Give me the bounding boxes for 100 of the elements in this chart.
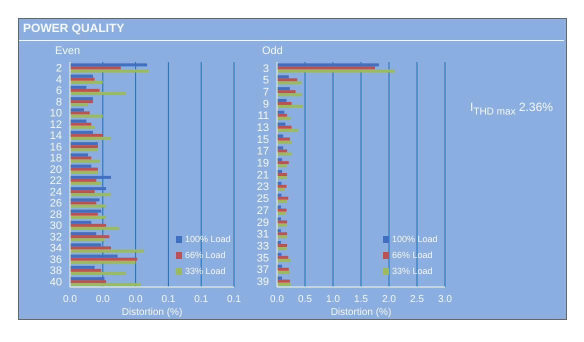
bar (70, 182, 102, 185)
bar (277, 98, 287, 102)
y-tick-label: 31 (256, 228, 269, 241)
bar (70, 164, 92, 168)
bar (70, 224, 106, 227)
bar (70, 108, 84, 112)
bar (70, 258, 138, 261)
bar (70, 176, 111, 179)
bar (277, 93, 302, 96)
bar (70, 235, 110, 238)
y-tick-label: 10 (50, 108, 62, 120)
bar (70, 170, 98, 174)
bar (70, 201, 96, 204)
y-tick-label: 35 (256, 252, 269, 264)
y-tick-label: 20 (50, 164, 62, 176)
y-tick-label: 4 (56, 74, 62, 86)
bar (277, 170, 282, 173)
y-tick-label: 30 (50, 220, 62, 232)
y-tick-label: 19 (256, 158, 269, 170)
y-tick-label: 23 (256, 181, 269, 194)
y-tick-label: 36 (50, 254, 62, 266)
bar (277, 208, 287, 212)
y-tick-label: 12 (50, 118, 62, 131)
y-tick-label: 13 (256, 122, 269, 134)
y-tick-label: 39 (256, 276, 269, 288)
bar (70, 156, 92, 160)
bar (277, 220, 288, 224)
bar (70, 266, 95, 269)
chart-subtitle: Odd (262, 45, 283, 57)
bar (70, 193, 111, 196)
bar (70, 145, 98, 148)
y-tick-label: 37 (256, 264, 269, 276)
bar (277, 102, 292, 105)
bar (70, 277, 104, 280)
y-tick-label: 11 (258, 110, 269, 122)
y-tick-label: 7 (262, 86, 269, 99)
y-tick-label: 5 (262, 74, 269, 87)
bar (70, 220, 92, 224)
bar (277, 126, 292, 129)
bar (277, 128, 298, 132)
bar (277, 280, 290, 283)
y-tick-label: 29 (256, 216, 269, 229)
x-tick-label: 0.1 (227, 294, 242, 306)
x-tick-label: 3.0 (438, 294, 452, 306)
y-tick-label: 6 (56, 85, 62, 98)
bar (70, 204, 106, 208)
bar (70, 142, 98, 146)
bar (277, 244, 288, 248)
bar (70, 216, 106, 219)
y-tick-label: 40 (50, 276, 62, 288)
bar (277, 200, 287, 203)
bar (70, 283, 141, 286)
bar (70, 148, 98, 152)
bar (70, 80, 103, 84)
bar (70, 159, 100, 162)
y-tick-label: 22 (50, 175, 62, 188)
x-axis-title: Distortion (%) (122, 307, 182, 318)
x-tick-label: 2.0 (382, 294, 396, 306)
chart-title: POWER QUALITY (23, 21, 124, 35)
bar (277, 282, 290, 286)
bar (277, 122, 286, 126)
bar (277, 114, 288, 117)
x-tick-label: 0.0 (63, 294, 78, 306)
bar (70, 130, 93, 134)
x-tick-label: 0.1 (161, 294, 176, 306)
bar (70, 226, 120, 230)
y-tick-label: 32 (50, 231, 62, 244)
bar (277, 116, 290, 120)
bar (277, 149, 288, 152)
bar (70, 66, 121, 70)
bar (277, 247, 287, 250)
bar (70, 122, 92, 126)
bar (277, 75, 289, 78)
bar (277, 268, 289, 271)
bar (277, 87, 290, 90)
y-tick-label: 33 (256, 240, 269, 252)
x-tick-label: 0.5 (298, 294, 312, 306)
bar (70, 63, 148, 66)
y-tick-label: 34 (50, 242, 62, 255)
bar (277, 258, 290, 262)
y-tick-label: 14 (50, 130, 62, 142)
bar (277, 110, 284, 114)
bar (70, 153, 88, 156)
text: I$_{THD max}$ 2.36% (470, 100, 553, 118)
bar (277, 173, 288, 176)
bar (277, 81, 302, 84)
y-tick-label: 8 (56, 96, 62, 108)
bar (70, 268, 102, 272)
bar (70, 78, 95, 81)
chart-subtitle: Even (55, 45, 80, 57)
bar (70, 246, 111, 250)
y-tick-label: 3 (262, 62, 269, 75)
y-tick-label: 38 (50, 265, 62, 278)
bar (70, 92, 126, 95)
bar (277, 184, 287, 188)
bar (277, 69, 395, 72)
bar (70, 212, 98, 216)
legend-label: 100% Load (392, 234, 438, 244)
bar (277, 90, 296, 94)
y-tick-label: 17 (256, 146, 269, 158)
